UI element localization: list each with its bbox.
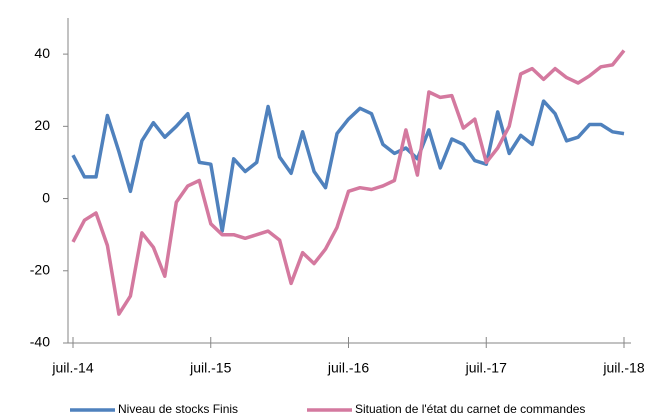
y-tick-label: 20 <box>34 117 50 133</box>
series-line <box>71 49 626 316</box>
x-tick-label: juil.-14 <box>51 360 93 376</box>
x-tick-label: juil.-15 <box>189 360 231 376</box>
y-tick-label: 0 <box>42 189 50 205</box>
x-tick-label: juil.-16 <box>327 360 369 376</box>
y-tick-label: -20 <box>30 261 50 277</box>
x-tick-label: juil.-17 <box>465 360 507 376</box>
y-tick-label: -40 <box>30 334 50 350</box>
x-tick-label: juil.-18 <box>602 360 644 376</box>
legend-label: Niveau de stocks Finis <box>118 402 238 416</box>
y-tick-label: 40 <box>34 45 50 61</box>
series-line <box>71 99 625 233</box>
legend: Niveau de stocks Finis Situation de l'éta… <box>70 402 585 416</box>
legend-label: Situation de l'état du carnet de command… <box>355 402 585 416</box>
